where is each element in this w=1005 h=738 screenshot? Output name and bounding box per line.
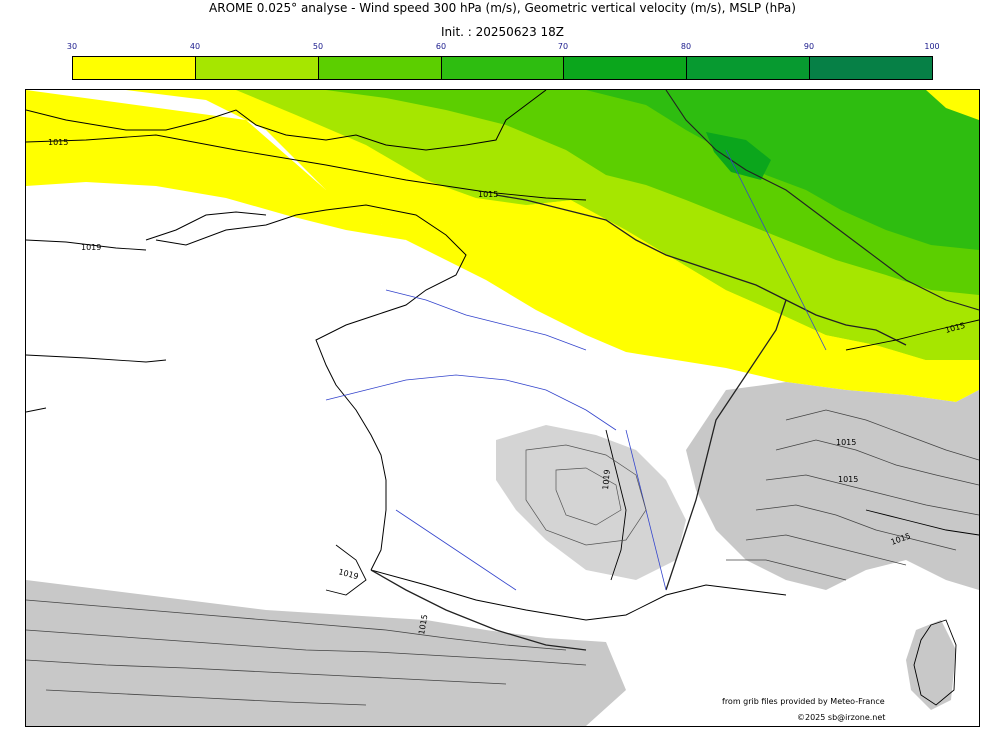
colorbar-cell: [687, 57, 810, 79]
weather-map: 1015 1015 1019 1019 1019 1015 1015 1015 …: [25, 89, 980, 727]
isobar-bay: [26, 355, 366, 595]
init-time: Init. : 20250623 18Z: [0, 25, 1005, 39]
terrain-shading-alps: [686, 382, 979, 590]
colorbar-cell: [810, 57, 932, 79]
colorbar-cell: [196, 57, 319, 79]
colorbar-tick: 40: [190, 42, 200, 51]
colorbar-tick: 50: [313, 42, 323, 51]
colorbar-cell: [319, 57, 442, 79]
credit-copyright: ©2025 sb@irzone.net: [797, 713, 885, 722]
isobar-label: 1019: [601, 469, 612, 490]
colorbar-tick: 80: [681, 42, 691, 51]
isobar-label: 1019: [81, 243, 101, 252]
colorbar-labels: 30 40 50 60 70 80 90 100: [72, 42, 932, 54]
colorbar-tick: 70: [558, 42, 568, 51]
isobar-label: 1015: [48, 138, 68, 147]
credit-source: from grib files provided by Meteo-France: [722, 697, 885, 706]
isobar-label: 1015: [838, 475, 858, 484]
wind-speed-colorbar: [72, 56, 933, 80]
colorbar-cell: [73, 57, 196, 79]
colorbar-cell: [442, 57, 565, 79]
colorbar-tick: 60: [436, 42, 446, 51]
isobar-label: 1015: [478, 190, 498, 199]
coastline-france-west: [156, 205, 466, 570]
terrain-shading-corsica: [906, 620, 956, 710]
river-garonne: [396, 510, 516, 590]
map-svg: 1015 1015 1019 1019 1019 1015 1015 1015 …: [26, 90, 979, 726]
colorbar-tick: 90: [804, 42, 814, 51]
colorbar-tick: 30: [67, 42, 77, 51]
isobar-label: 1019: [337, 567, 359, 581]
terrain-shading-pyrenees: [26, 580, 626, 726]
coastline-south-france: [371, 570, 786, 620]
colorbar-cell: [564, 57, 687, 79]
chart-title: AROME 0.025° analyse - Wind speed 300 hP…: [0, 1, 1005, 15]
colorbar-tick: 100: [924, 42, 939, 51]
isobar-label: 1015: [836, 438, 856, 447]
coastline-cornwall: [146, 212, 266, 240]
river-loire: [326, 375, 616, 430]
